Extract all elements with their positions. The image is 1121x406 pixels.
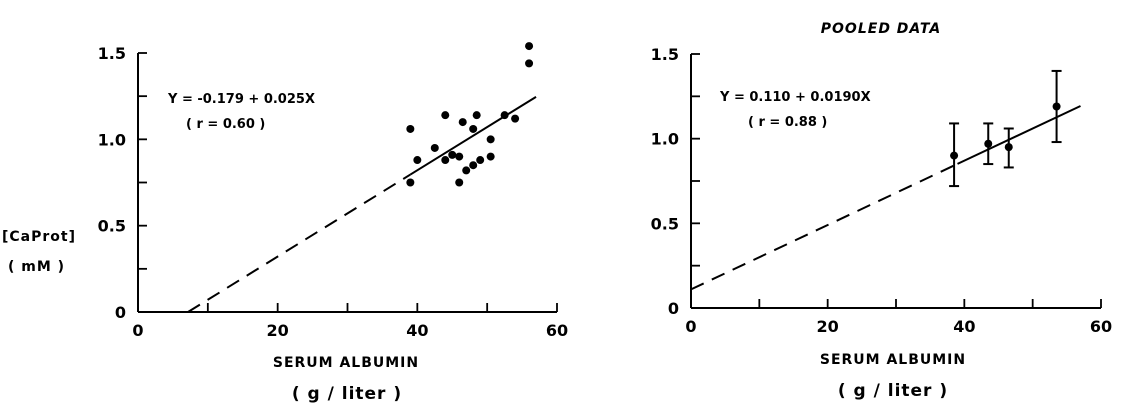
right-y-tick-label: 0 [668, 299, 679, 318]
left-y-tick-label: 0 [115, 303, 126, 322]
left-y-tick-label: 1.0 [98, 130, 126, 149]
left-fit-line-extrapolated [187, 173, 411, 313]
right-data-point [1004, 143, 1013, 152]
left-data-point [458, 118, 467, 127]
left-data-point [500, 111, 509, 120]
right-fit-equation: Y = 0.110 + 0.0190X [719, 90, 871, 105]
left-data-point [406, 178, 415, 187]
left-data-point [525, 42, 534, 51]
left-correlation-label: ( r = 0.60 ) [186, 117, 265, 132]
left-data-point [472, 111, 481, 120]
left-data-point [406, 124, 415, 133]
left-fit-line [409, 96, 537, 176]
left-data-point [430, 143, 439, 152]
left-chart: Y = -0.179 + 0.025X ( r = 0.60 ) [CaProt… [2, 42, 568, 404]
left-data-point [455, 152, 464, 161]
left-y-axis-unit: ( mM ) [8, 259, 65, 275]
left-x-tick-label: 60 [546, 321, 568, 340]
right-x-tick-label: 60 [1090, 317, 1112, 336]
right-correlation-label: ( r = 0.88 ) [748, 115, 827, 130]
right-x-tick-label: 40 [953, 317, 975, 336]
left-data-point [448, 150, 457, 159]
right-x-axis-unit: ( g / liter ) [838, 381, 948, 401]
left-data-point [441, 111, 450, 120]
left-x-tick-label: 0 [132, 321, 143, 340]
right-y-tick-label: 0.5 [651, 214, 679, 233]
right-y-tick-label: 1.0 [651, 130, 679, 149]
left-data-point [469, 161, 478, 170]
left-data-point [511, 114, 520, 123]
right-x-tick-label: 20 [817, 317, 839, 336]
right-chart-title: POOLED DATA [821, 21, 941, 37]
left-data-point [455, 178, 464, 187]
left-x-tick-label: 20 [267, 321, 289, 340]
right-x-axis-label: SERUM ALBUMIN [820, 352, 966, 368]
left-data-point [486, 152, 495, 161]
left-x-axis-label: SERUM ALBUMIN [273, 355, 419, 371]
left-y-axis-label: [CaProt] [2, 229, 76, 245]
left-data-point [462, 166, 471, 175]
left-data-point [486, 135, 495, 144]
left-x-axis-unit: ( g / liter ) [292, 384, 402, 404]
left-data-point [525, 59, 534, 68]
right-data-point [950, 151, 959, 160]
left-fit-equation: Y = -0.179 + 0.025X [167, 92, 315, 107]
right-fit-line-extrapolated [690, 162, 958, 291]
left-x-tick-label: 40 [406, 321, 428, 340]
left-data-point [441, 156, 450, 165]
left-data-point [476, 156, 485, 165]
right-fit-line [957, 105, 1081, 165]
right-data-point [1052, 102, 1061, 111]
left-data-point [413, 156, 422, 165]
left-y-tick-label: 0.5 [98, 217, 126, 236]
right-y-tick-label: 1.5 [651, 45, 679, 64]
left-data-point [469, 124, 478, 133]
right-chart: POOLED DATA Y = 0.110 + 0.0190X ( r = 0.… [651, 21, 1112, 401]
right-data-point [984, 139, 993, 148]
right-x-tick-label: 0 [685, 317, 696, 336]
left-y-tick-label: 1.5 [98, 44, 126, 63]
